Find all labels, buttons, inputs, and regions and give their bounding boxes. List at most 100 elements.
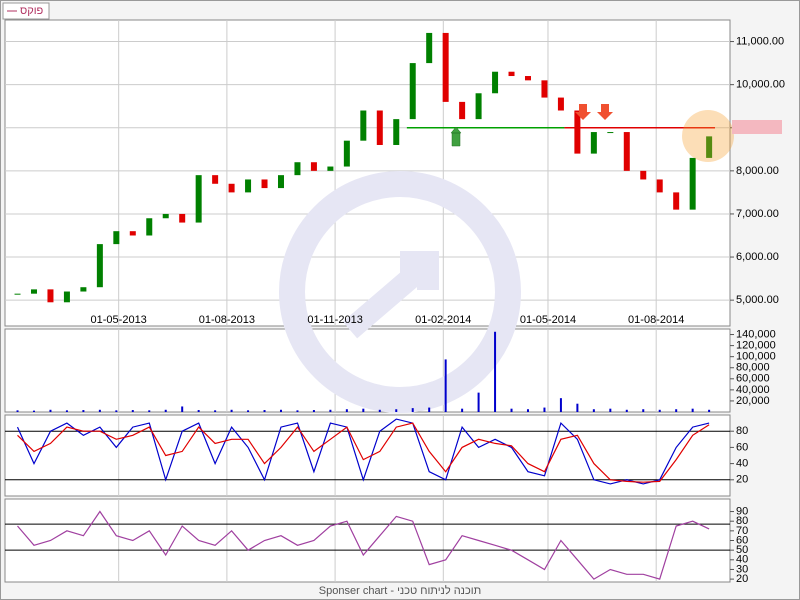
volume-bar — [625, 409, 628, 412]
candle — [541, 80, 548, 98]
volume-bar — [214, 410, 217, 412]
volume-bar — [559, 398, 562, 412]
candle — [327, 166, 334, 171]
candle — [590, 132, 597, 154]
y-tick-label: 80 — [736, 515, 748, 527]
candle — [689, 157, 696, 210]
y-tick-label: 50 — [736, 544, 748, 556]
y-tick-label: 80 — [736, 425, 748, 437]
candle — [245, 179, 252, 193]
volume-bar — [230, 409, 233, 412]
volume-bar — [148, 410, 151, 412]
volume-bar — [609, 408, 612, 412]
volume-bar — [115, 410, 118, 412]
footer: Sponser chart - תוכנה לניתוח טכני — [319, 584, 481, 597]
candle — [146, 218, 153, 236]
volume-bar — [362, 408, 365, 412]
volume-bar — [691, 408, 694, 412]
candle — [409, 63, 416, 120]
volume-bar — [444, 359, 447, 412]
volume-bar — [543, 407, 546, 412]
volume-bar — [16, 410, 19, 412]
candle — [640, 170, 647, 180]
x-tick-label: 01-05-2013 — [91, 314, 147, 326]
volume-bar — [296, 410, 299, 412]
y-tick-label: 7,000.00 — [736, 208, 779, 220]
candle — [162, 213, 169, 219]
candle — [14, 293, 21, 295]
y-tick-label: 5,000.00 — [736, 294, 779, 306]
indicator-line — [17, 422, 710, 483]
candle — [277, 175, 284, 189]
candle — [393, 119, 400, 145]
candle — [656, 179, 663, 193]
x-tick-label: 01-08-2013 — [199, 314, 255, 326]
volume-bar — [32, 410, 35, 412]
volume-bar — [164, 409, 167, 412]
y-tick-label: 20 — [736, 474, 748, 486]
volume-bar — [312, 410, 315, 412]
y-tick-label: 140,000 — [736, 328, 776, 340]
y-tick-label: 80,000 — [736, 362, 770, 374]
y-tick-label: 20,000 — [736, 395, 770, 407]
y-tick-label: 100,000 — [736, 351, 776, 363]
candle — [63, 291, 70, 303]
volume-bar — [592, 409, 595, 412]
volume-bar — [49, 409, 52, 412]
candle — [212, 175, 219, 184]
y-tick-label: 70 — [736, 525, 748, 537]
y-tick-label: 8,000.00 — [736, 165, 779, 177]
y-tick-label: 10,000.00 — [736, 79, 785, 91]
candle — [294, 162, 301, 176]
volume-bar — [345, 409, 348, 412]
down-arrow — [597, 104, 613, 120]
y-tick-label: 20 — [736, 573, 748, 585]
candle — [706, 136, 713, 158]
candle — [607, 132, 614, 134]
candle — [475, 93, 482, 120]
volume-bar — [247, 410, 250, 412]
panel — [4, 414, 731, 497]
volume-bar — [263, 410, 266, 412]
indicator-line — [16, 418, 710, 485]
candle — [96, 244, 103, 288]
volume-bar — [329, 409, 332, 412]
volume-bar — [428, 407, 431, 412]
y-tick-label: 40,000 — [736, 384, 770, 396]
plot: 01-05-2013 01-08-2013 01-11-2013 01-02-2014… — [5, 32, 785, 585]
volume-bar — [411, 408, 414, 412]
candle — [129, 231, 136, 236]
volume-bar — [82, 410, 85, 412]
volume-bar — [461, 408, 464, 412]
candle — [574, 110, 581, 154]
volume-bar — [494, 331, 497, 412]
legend-label: פוקס — [20, 5, 44, 17]
candle — [524, 76, 531, 81]
indicator-line — [17, 510, 710, 580]
candle — [673, 192, 680, 210]
volume-bar — [181, 406, 184, 412]
candle — [376, 110, 383, 145]
y-tick-label: 40 — [736, 458, 748, 470]
candle — [623, 132, 630, 171]
candle — [195, 175, 202, 223]
volume-bar — [197, 410, 200, 412]
panel — [4, 498, 731, 583]
candle — [310, 162, 317, 171]
volume-bar — [131, 410, 134, 412]
volume-bar — [65, 410, 68, 412]
volume-bar — [378, 409, 381, 412]
volume-bar — [658, 409, 661, 412]
x-tick-label: 01-08-2014 — [628, 314, 684, 326]
candle — [30, 289, 37, 294]
candle — [47, 289, 54, 303]
y-tick-label: 60,000 — [736, 373, 770, 385]
x-tick-label: 01-02-2014 — [415, 314, 471, 326]
level-highlight — [732, 120, 782, 134]
y-tick-label: 90 — [736, 505, 748, 517]
candle — [557, 97, 564, 111]
volume-bar — [526, 409, 529, 412]
candle — [80, 287, 87, 292]
x-tick-label: 01-11-2013 — [307, 314, 362, 326]
volume-bar — [477, 392, 480, 412]
